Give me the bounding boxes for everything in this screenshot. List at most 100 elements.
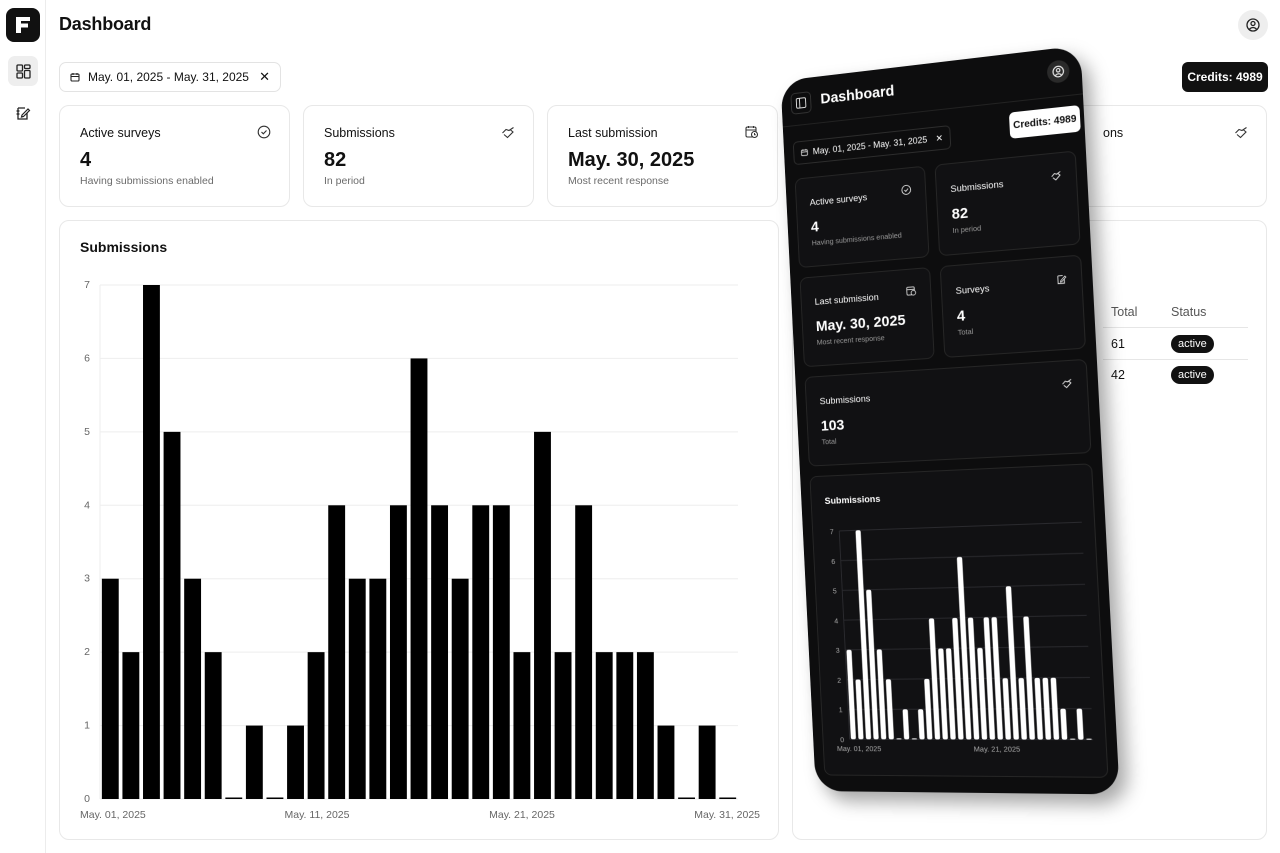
mobile-submissions-bar-chart: 0 1 2 3 4 5 6 7 May. 01, 2025 May. 21, 2025 [810,464,1109,779]
y-tick-label: 2 [837,676,841,685]
bar-may-18[interactable] [452,579,469,799]
bar-may-10[interactable] [287,726,304,799]
bar-may-31[interactable] [719,798,736,800]
date-range-filter[interactable]: May. 01, 2025 - May. 31, 2025 ✕ [59,62,281,92]
bar-may-26[interactable] [616,652,633,799]
stat-value: May. 30, 2025 [568,149,694,172]
bar-may-30[interactable] [1076,709,1083,740]
mobile-stat-value: 103 [821,417,845,435]
bar-may-15[interactable] [390,505,407,799]
mobile-credits-badge: Credits: 4989 [1009,105,1081,139]
bar-may-08[interactable] [246,726,263,799]
sidebar [0,0,46,853]
bar-may-21[interactable] [513,652,530,799]
sidebar-item-surveys[interactable] [8,98,38,128]
status-badge: active [1171,366,1214,384]
bar-may-09[interactable] [266,798,283,800]
bar-may-14[interactable] [369,579,386,799]
bar-may-17[interactable] [431,505,448,799]
mobile-date-range-filter[interactable]: May. 01, 2025 - May. 31, 2025 ✕ [793,125,952,165]
logo-icon [13,15,33,35]
clear-date-icon[interactable]: ✕ [259,69,270,85]
bar-may-12[interactable] [328,505,345,799]
bar-may-02[interactable] [122,652,139,799]
bar-may-04[interactable] [164,432,181,799]
bar-may-10[interactable] [918,709,925,739]
app-logo[interactable] [6,8,40,42]
stat-label-fragment: ons [1103,126,1123,140]
bar-may-28[interactable] [1060,709,1067,740]
bar-may-16[interactable] [411,358,428,799]
y-tick-label: 2 [84,646,90,658]
bar-may-19[interactable] [472,505,489,799]
bar-may-03[interactable] [143,285,160,799]
mobile-stat-sub: Total [958,327,974,337]
y-tick-label: 5 [84,426,90,438]
bar-may-28[interactable] [658,726,675,799]
mobile-user-button[interactable] [1047,59,1070,84]
mobile-stat-sub: In period [952,224,981,236]
stat-value: 82 [324,149,346,172]
stat-label: Last submission [568,126,658,140]
handshake-icon [1050,169,1062,181]
bar-may-20[interactable] [493,505,510,799]
bar-may-13[interactable] [938,648,948,739]
bar-may-07[interactable] [225,798,242,800]
stat-sub: Most recent response [568,175,669,187]
calendar-clock-icon [745,125,759,139]
mobile-stat-sub: Most recent response [817,333,885,347]
bar-may-07[interactable] [896,738,901,739]
clear-date-icon[interactable]: ✕ [935,132,943,144]
mobile-stat-card: Active surveys 4 Having submissions enab… [795,166,930,268]
stat-sub: Having submissions enabled [80,175,214,187]
bar-may-01[interactable] [102,579,119,799]
bar-may-14[interactable] [946,648,956,739]
user-menu-button[interactable] [1238,10,1268,40]
bar-may-25[interactable] [596,652,613,799]
bar-may-08[interactable] [903,709,910,739]
bar-may-09[interactable] [912,738,917,739]
table-header-total: Total [1111,305,1137,319]
stat-card-last-submission: Last submission May. 30, 2025 Most recen… [547,105,778,207]
bar-may-05[interactable] [184,579,201,799]
bar-may-29[interactable] [1070,739,1076,740]
bar-may-06[interactable] [205,652,222,799]
bar-may-30[interactable] [699,726,716,799]
mobile-stat-sub: Having submissions enabled [812,231,902,248]
bar-may-22[interactable] [534,432,551,799]
bar-may-13[interactable] [349,579,366,799]
handshake-icon [501,125,515,139]
stat-card-submissions: Submissions 82 In period [303,105,534,207]
bar-may-23[interactable] [555,652,572,799]
mobile-stat-label: Surveys [955,283,989,297]
bar-may-18[interactable] [977,648,987,740]
stat-label: Submissions [324,126,395,140]
y-tick-label: 1 [84,720,90,732]
status-badge: active [1171,335,1214,353]
bar-may-11[interactable] [308,652,325,799]
gridline [839,522,1082,531]
stat-label: Active surveys [80,126,161,140]
y-tick-label: 0 [840,735,844,744]
y-tick-label: 3 [835,646,839,655]
user-circle-icon [1246,18,1260,32]
page-title: Dashboard [59,14,151,35]
bar-may-31[interactable] [1086,739,1092,740]
bar-may-05[interactable] [877,649,887,739]
mobile-stat-label: Submissions [950,179,1004,195]
bar-may-27[interactable] [637,652,654,799]
mobile-sidebar-toggle[interactable] [790,91,811,115]
stat-sub: In period [324,175,365,187]
mobile-page-title: Dashboard [820,82,895,107]
survey-edit-icon [15,105,31,121]
table-cell-total: 61 [1111,337,1125,351]
bar-may-29[interactable] [678,798,695,800]
y-tick-label: 7 [84,279,90,291]
mobile-stat-label: Last submission [814,292,879,308]
bar-may-24[interactable] [575,505,592,799]
check-circle-icon [901,184,912,196]
mobile-date-range-label: May. 01, 2025 - May. 31, 2025 [813,135,928,157]
sidebar-item-dashboard[interactable] [8,56,38,86]
mobile-stat-card: Submissions 103 Total [804,359,1091,467]
mobile-stat-value: 82 [951,205,968,223]
